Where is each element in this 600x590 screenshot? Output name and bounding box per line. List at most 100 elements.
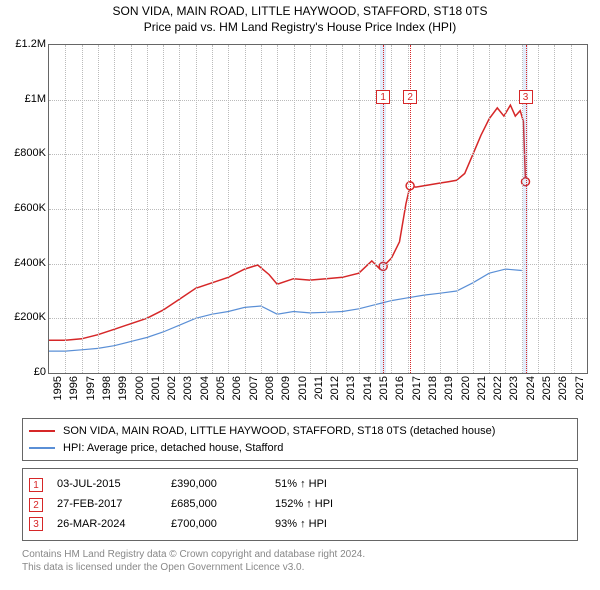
event-marker-box: 3	[519, 90, 533, 104]
x-tick-label: 2001	[150, 376, 162, 400]
gridline-v	[457, 45, 458, 373]
gridline-v	[131, 45, 132, 373]
gridline-v	[212, 45, 213, 373]
gridline-v	[245, 45, 246, 373]
legend-row-property: SON VIDA, MAIN ROAD, LITTLE HAYWOOD, STA…	[29, 423, 571, 440]
gridline-v	[326, 45, 327, 373]
gridline-v	[179, 45, 180, 373]
x-tick-label: 2010	[297, 376, 309, 400]
x-tick-label: 2014	[362, 376, 374, 400]
sales-date-3: 26-MAR-2024	[57, 515, 157, 535]
legend-label-property: SON VIDA, MAIN ROAD, LITTLE HAYWOOD, STA…	[63, 423, 495, 440]
footer-line1: Contains HM Land Registry data © Crown c…	[22, 548, 365, 561]
chart-container: SON VIDA, MAIN ROAD, LITTLE HAYWOOD, STA…	[0, 0, 600, 590]
sales-pct-1: 51% ↑ HPI	[275, 475, 385, 495]
gridline-v	[163, 45, 164, 373]
gridline-v	[261, 45, 262, 373]
sales-price-3: £700,000	[171, 515, 261, 535]
x-tick-label: 1997	[85, 376, 97, 400]
footer: Contains HM Land Registry data © Crown c…	[22, 548, 365, 574]
sales-pct-2: 152% ↑ HPI	[275, 495, 385, 515]
chart-title-line2: Price paid vs. HM Land Registry's House …	[0, 20, 600, 36]
chart-title-line1: SON VIDA, MAIN ROAD, LITTLE HAYWOOD, STA…	[0, 4, 600, 20]
sales-row-3: 3 26-MAR-2024 £700,000 93% ↑ HPI	[29, 515, 571, 535]
x-tick-label: 2027	[574, 376, 586, 400]
x-tick-label: 2024	[525, 376, 537, 400]
x-tick-label: 2026	[557, 376, 569, 400]
gridline-v	[342, 45, 343, 373]
sales-marker-1: 1	[29, 478, 43, 492]
gridline-v	[473, 45, 474, 373]
x-tick-label: 1999	[117, 376, 129, 400]
x-tick-label: 2015	[378, 376, 390, 400]
y-tick-label: £200K	[6, 311, 46, 323]
gridline-v	[440, 45, 441, 373]
x-tick-label: 2012	[329, 376, 341, 400]
sales-date-1: 03-JUL-2015	[57, 475, 157, 495]
x-tick-label: 2020	[460, 376, 472, 400]
gridline-v	[554, 45, 555, 373]
sales-table: 1 03-JUL-2015 £390,000 51% ↑ HPI 2 27-FE…	[22, 468, 578, 541]
gridline-v	[571, 45, 572, 373]
x-tick-label: 2005	[215, 376, 227, 400]
gridline-v	[391, 45, 392, 373]
legend: SON VIDA, MAIN ROAD, LITTLE HAYWOOD, STA…	[22, 418, 578, 461]
legend-label-hpi: HPI: Average price, detached house, Staf…	[63, 440, 283, 457]
y-tick-label: £600K	[6, 202, 46, 214]
event-marker-box: 2	[403, 90, 417, 104]
x-tick-label: 2011	[313, 376, 325, 400]
gridline-v	[82, 45, 83, 373]
plot-area: 12 3	[48, 44, 588, 374]
x-tick-label: 1998	[101, 376, 113, 400]
title-block: SON VIDA, MAIN ROAD, LITTLE HAYWOOD, STA…	[0, 0, 600, 35]
sales-row-1: 1 03-JUL-2015 £390,000 51% ↑ HPI	[29, 475, 571, 495]
sales-pct-3: 93% ↑ HPI	[275, 515, 385, 535]
gridline-v	[294, 45, 295, 373]
x-tick-label: 1996	[68, 376, 80, 400]
sales-date-2: 27-FEB-2017	[57, 495, 157, 515]
x-tick-label: 2007	[248, 376, 260, 400]
x-tick-label: 2025	[541, 376, 553, 400]
x-tick-label: 2003	[182, 376, 194, 400]
footer-line2: This data is licensed under the Open Gov…	[22, 561, 365, 574]
x-tick-label: 2000	[134, 376, 146, 400]
y-tick-label: £800K	[6, 147, 46, 159]
legend-row-hpi: HPI: Average price, detached house, Staf…	[29, 440, 571, 457]
series-line-property	[49, 105, 526, 340]
x-tick-label: 2018	[427, 376, 439, 400]
x-tick-label: 2023	[508, 376, 520, 400]
gridline-v	[228, 45, 229, 373]
sales-row-2: 2 27-FEB-2017 £685,000 152% ↑ HPI	[29, 495, 571, 515]
gridline-v	[277, 45, 278, 373]
x-tick-label: 1995	[52, 376, 64, 400]
legend-swatch-property	[29, 430, 55, 432]
gridline-v	[489, 45, 490, 373]
sales-price-1: £390,000	[171, 475, 261, 495]
x-tick-label: 2017	[411, 376, 423, 400]
legend-swatch-hpi	[29, 447, 55, 449]
x-tick-label: 2022	[492, 376, 504, 400]
gridline-v	[538, 45, 539, 373]
y-tick-label: £0	[6, 366, 46, 378]
gridline-v	[196, 45, 197, 373]
x-tick-label: 2008	[264, 376, 276, 400]
gridline-v	[359, 45, 360, 373]
sales-marker-2: 2	[29, 498, 43, 512]
gridline-v	[114, 45, 115, 373]
x-tick-label: 2021	[476, 376, 488, 400]
x-tick-label: 2004	[199, 376, 211, 400]
sales-price-2: £685,000	[171, 495, 261, 515]
y-tick-label: £400K	[6, 257, 46, 269]
y-tick-label: £1.2M	[6, 38, 46, 50]
gridline-v	[505, 45, 506, 373]
event-marker-box: 1	[376, 90, 390, 104]
sales-marker-3: 3	[29, 517, 43, 531]
x-tick-label: 2013	[345, 376, 357, 400]
y-tick-label: £1M	[6, 93, 46, 105]
x-tick-label: 2006	[231, 376, 243, 400]
gridline-v	[424, 45, 425, 373]
x-tick-label: 2009	[280, 376, 292, 400]
gridline-v	[310, 45, 311, 373]
gridline-v	[147, 45, 148, 373]
gridline-v	[98, 45, 99, 373]
